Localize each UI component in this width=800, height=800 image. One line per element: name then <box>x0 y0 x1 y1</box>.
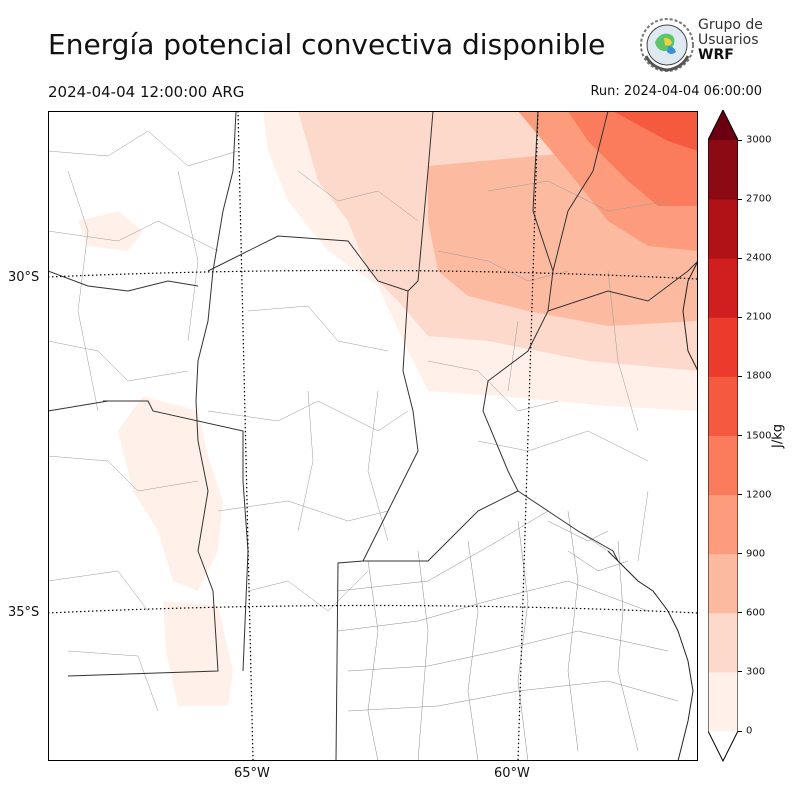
lat-label-35s: 35°S <box>8 605 40 620</box>
colorbar-tick-label: 2400 <box>746 252 772 264</box>
colorbar-segment <box>708 258 738 318</box>
coastline <box>607 260 698 761</box>
colorbar-segment <box>708 199 738 259</box>
graticule-lon-60w <box>517 111 539 761</box>
colorbar-segment <box>708 435 738 496</box>
colorbar-segment <box>708 140 738 200</box>
colorbar-tick-label: 0 <box>746 725 753 737</box>
logo-line2: Usuarios <box>698 32 759 48</box>
colorbar-tick-label: 1200 <box>746 489 772 501</box>
colorbar-tick-label: 900 <box>746 548 766 560</box>
cape-field <box>78 111 698 706</box>
colorbar-tick-mark <box>738 553 742 555</box>
cape-map <box>48 111 698 761</box>
graticule <box>48 111 698 761</box>
colorbar <box>708 110 738 762</box>
colorbar-tick-label: 1800 <box>746 370 772 382</box>
department-boundaries <box>48 130 669 712</box>
map-frame <box>48 111 698 761</box>
lat-label-30s: 30°S <box>8 270 40 285</box>
colorbar-tick-label: 600 <box>746 607 766 619</box>
colorbar-tick-label: 2700 <box>746 193 772 205</box>
logo-line1: Grupo de <box>698 17 763 33</box>
logo-line3: WRF <box>698 47 734 63</box>
colorbar-extend-top <box>708 110 738 140</box>
colorbar-tick-label: 300 <box>746 666 766 678</box>
colorbar-segment <box>708 553 738 614</box>
colorbar-tick-mark <box>738 257 742 259</box>
colorbar-tick-mark <box>738 730 742 732</box>
colorbar-segment <box>708 376 738 436</box>
partido-boundaries <box>337 510 679 761</box>
colorbar-segment <box>708 612 738 673</box>
colorbar-segment <box>708 671 738 732</box>
colorbar-extend-bottom <box>708 731 738 761</box>
colorbar-tick-mark <box>738 316 742 318</box>
run-time: Run: 2024-04-04 06:00:00 <box>590 84 762 99</box>
globe-emblem-icon <box>640 18 694 72</box>
colorbar-tick-mark <box>738 435 742 436</box>
wrf-logo: Grupo de Usuarios WRF <box>638 16 768 74</box>
colorbar-tick-label: 2100 <box>746 311 772 323</box>
colorbar-tick-mark <box>738 494 742 496</box>
colorbar-segment <box>708 317 738 377</box>
colorbar-tick-mark <box>738 198 742 200</box>
lon-label-65w: 65°W <box>234 766 270 781</box>
graticule-lon-65w <box>237 111 254 761</box>
valid-time: 2024-04-04 12:00:00 ARG <box>48 83 245 101</box>
colorbar-segments <box>708 140 738 732</box>
graticule-lat-35s <box>48 604 698 614</box>
colorbar-segment <box>708 494 738 555</box>
lon-label-60w: 60°W <box>494 766 530 781</box>
colorbar-tick-label: 3000 <box>746 134 772 146</box>
colorbar-tick-mark <box>738 375 742 377</box>
map-title: Energía potencial convectiva disponible <box>48 28 606 61</box>
colorbar-tick-mark <box>738 612 742 614</box>
colorbar-tick-label: 1500 <box>746 430 772 441</box>
colorbar-tick-mark <box>738 671 742 673</box>
colorbar-unit-label: J/kg <box>770 424 786 448</box>
colorbar-tick-mark <box>738 139 742 141</box>
graticule-lat-30s <box>48 269 698 280</box>
